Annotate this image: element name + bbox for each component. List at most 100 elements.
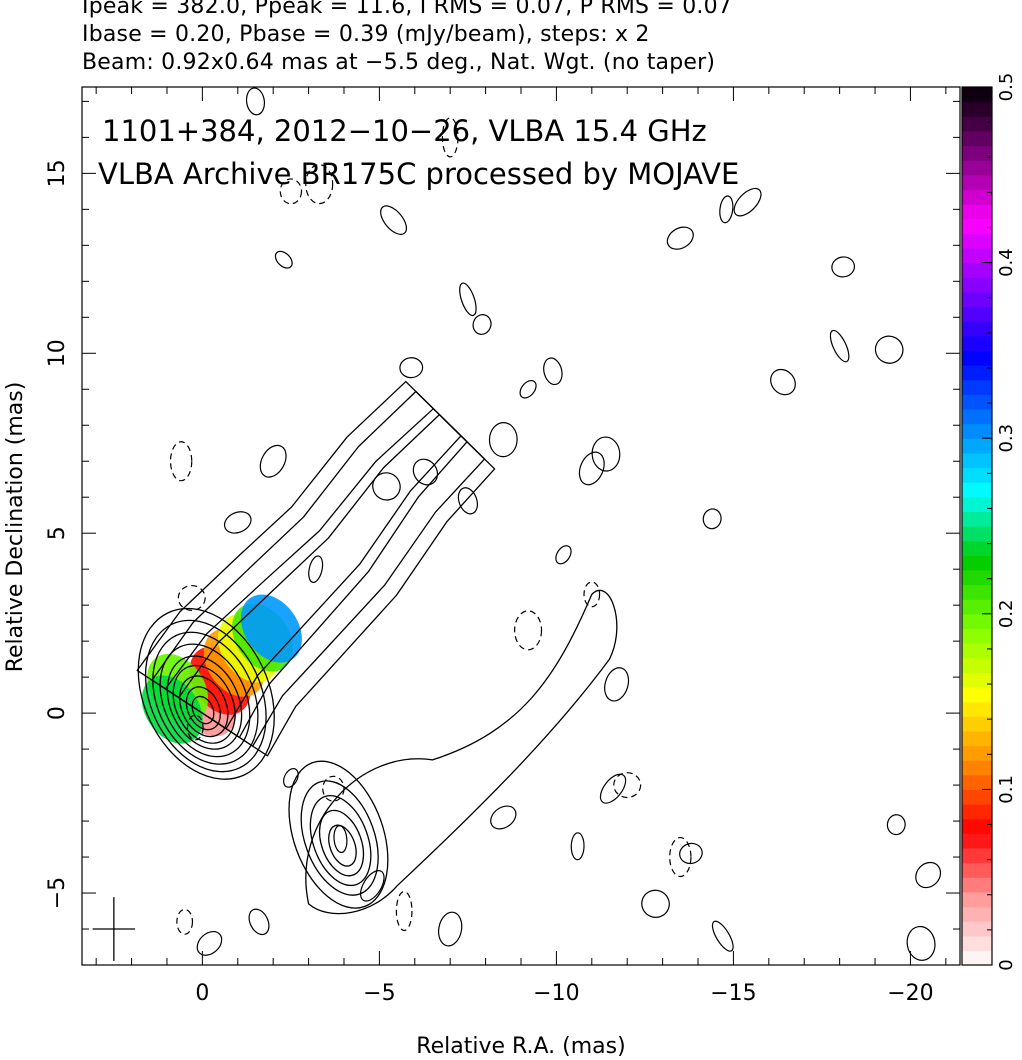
colorbar-segment xyxy=(962,818,992,834)
noise-contour xyxy=(274,250,293,269)
colorbar-segment xyxy=(962,262,992,278)
noise-contour xyxy=(591,436,621,472)
noise-contour xyxy=(570,832,585,861)
colorbar-segment xyxy=(962,394,992,410)
noise-contour xyxy=(829,329,850,363)
colorbar-tick-label: 0.4 xyxy=(996,248,1017,277)
noise-contour xyxy=(308,555,324,583)
core-contour xyxy=(185,686,221,731)
colorbar-segment xyxy=(962,160,992,176)
core-contour xyxy=(178,675,229,738)
southern-blob-contour xyxy=(318,809,365,877)
x-tick-label: −20 xyxy=(887,981,933,1006)
colorbar-segment xyxy=(962,130,992,147)
noise-contour xyxy=(543,357,563,386)
colorbar-segment xyxy=(962,145,992,161)
y-tick-label: −5 xyxy=(45,877,70,909)
colorbar-segment xyxy=(962,555,992,571)
negative-contour xyxy=(169,441,193,482)
header-line-1: Ipeak = 382.0, Ppeak = 11.6, I RMS = 0.0… xyxy=(82,0,732,19)
noise-contour xyxy=(733,187,762,217)
colorbar-segment xyxy=(962,174,992,191)
colorbar-segment xyxy=(962,599,992,615)
colorbar-segment xyxy=(962,321,992,337)
colorbar-segment xyxy=(962,379,992,395)
noise-contour xyxy=(359,870,385,902)
colorbar-segment xyxy=(962,218,992,234)
colorbar-tick-label: 0 xyxy=(996,959,1017,970)
noise-contour xyxy=(711,920,734,952)
colorbar-segment xyxy=(962,716,992,732)
noise-contour xyxy=(555,545,572,565)
colorbar-segment xyxy=(962,745,992,761)
colorbar-segment xyxy=(962,116,992,132)
colorbar-segment xyxy=(962,496,992,512)
noise-contour xyxy=(490,805,517,830)
colorbar-segment xyxy=(962,540,992,556)
colorbar-segment xyxy=(962,789,992,805)
southern-blob-contour xyxy=(288,760,389,909)
colorbar-segment xyxy=(962,438,992,454)
core-contour xyxy=(137,607,275,780)
negative-contour xyxy=(514,610,543,651)
noise-contour xyxy=(412,458,439,486)
noise-contour xyxy=(248,908,270,936)
noise-contour xyxy=(372,472,401,501)
colorbar-segment xyxy=(962,233,992,249)
negative-contour xyxy=(669,836,692,878)
core-contour xyxy=(191,695,215,725)
x-axis-label: Relative R.A. (mas) xyxy=(416,1034,625,1059)
colorbar-segment xyxy=(962,877,992,893)
y-tick-label: 15 xyxy=(45,159,70,187)
noise-contour xyxy=(438,911,463,947)
colorbar-segment xyxy=(962,306,992,322)
negative-contour xyxy=(186,714,204,741)
colorbar-segment xyxy=(962,584,992,600)
southern-lobe-contour xyxy=(305,589,618,915)
noise-contour xyxy=(196,930,223,956)
colorbar-segment xyxy=(962,833,992,849)
annotation-line-2: VLBA Archive BR175C processed by MOJAVE xyxy=(98,157,739,191)
southern-blob-contour xyxy=(309,795,372,887)
colorbar-segment xyxy=(962,291,992,308)
noise-contour xyxy=(259,444,287,478)
noise-contour xyxy=(702,508,722,530)
colorbar-segment xyxy=(962,862,992,878)
colorbar-frame xyxy=(961,86,993,966)
colorbar-segment xyxy=(962,365,992,381)
plot-frame xyxy=(81,86,961,966)
colorbar-segment xyxy=(962,423,992,439)
colorbar-segment xyxy=(962,335,992,351)
colorbar-segment xyxy=(962,921,992,937)
annotation-line-1: 1101+384, 2012−10−26, VLBA 15.4 GHz xyxy=(102,114,707,148)
colorbar-segment xyxy=(962,511,992,527)
x-tick-label: −5 xyxy=(363,981,395,1006)
negative-contour xyxy=(177,584,206,611)
y-tick-label: 5 xyxy=(45,526,70,540)
colorbar-segment xyxy=(962,657,992,673)
colorbar-segment xyxy=(962,643,992,659)
colorbar-segment xyxy=(962,350,992,366)
negative-contour xyxy=(322,775,345,802)
noise-contour xyxy=(666,226,694,250)
noise-contour xyxy=(886,814,906,836)
noise-contour xyxy=(333,825,348,854)
x-tick-label: −15 xyxy=(710,981,756,1006)
colorbar-segment xyxy=(962,686,992,703)
colorbar-segment xyxy=(962,672,992,688)
colorbar-tick-label: 0.3 xyxy=(996,424,1017,453)
x-tick-label: 0 xyxy=(195,981,209,1006)
colorbar-segment xyxy=(962,204,992,220)
noise-contour xyxy=(283,767,299,788)
header-line-3: Beam: 0.92x0.64 mas at −5.5 deg., Nat. W… xyxy=(82,50,716,75)
colorbar-segment xyxy=(962,891,992,908)
colorbar-segment xyxy=(962,628,992,644)
colorbar-segment xyxy=(962,569,992,586)
core-contour xyxy=(172,664,236,744)
colorbar-tick-label: 0.5 xyxy=(996,73,1017,102)
noise-contour xyxy=(906,925,936,961)
colorbar-tick-label: 0.2 xyxy=(996,599,1017,628)
noise-contour xyxy=(472,314,492,335)
y-axis-label: Relative Declination (mas) xyxy=(3,382,28,673)
